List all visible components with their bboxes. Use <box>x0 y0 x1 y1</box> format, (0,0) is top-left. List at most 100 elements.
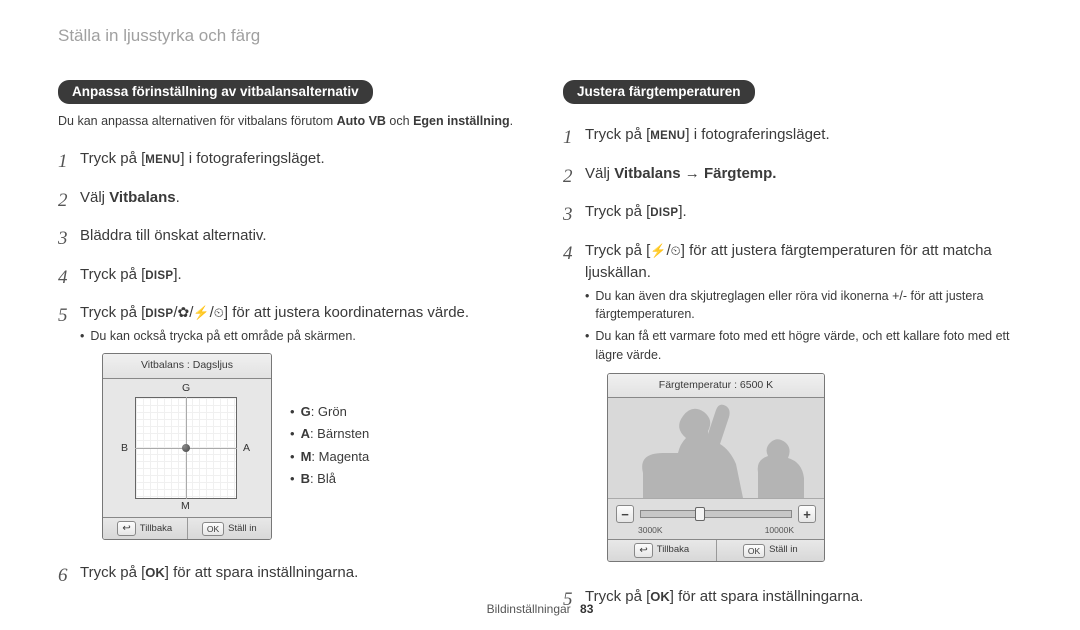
arrow: → <box>681 165 704 182</box>
t: M <box>301 449 312 464</box>
step-body: Tryck på [DISP]. <box>585 201 1020 224</box>
step-body: Tryck på [MENU] i fotograferingsläget. <box>80 148 515 171</box>
step-num: 1 <box>58 148 80 177</box>
t: Tryck på [ <box>585 203 650 220</box>
t: ] för att justera koordinaternas värde. <box>224 304 469 321</box>
t: Tryck på [ <box>585 126 650 143</box>
t: A <box>301 426 310 441</box>
minus-button[interactable]: − <box>616 505 634 523</box>
t: . <box>176 189 180 206</box>
t: Du kan också trycka på ett område på skä… <box>90 327 355 346</box>
left-steps: 1 Tryck på [MENU] i fotograferingsläget.… <box>58 148 515 591</box>
ok-icon: OK <box>202 522 224 536</box>
set-label: Ställ in <box>228 522 257 536</box>
right-heading: Justera färgtemperaturen <box>563 80 755 104</box>
temp-title: Färgtemperatur : 6500 K <box>608 374 824 399</box>
t: : Blå <box>310 471 336 486</box>
temp-track[interactable] <box>640 510 792 518</box>
wb-legend: G: Grön A: Bärnsten M: Magenta B: Blå <box>290 402 369 492</box>
t: G <box>301 404 311 419</box>
wb-title: Vitbalans : Dagsljus <box>103 354 271 379</box>
step-body: Tryck på [OK] för att spara inställninga… <box>80 562 515 585</box>
t: ]. <box>678 203 686 220</box>
step-num: 3 <box>563 201 585 230</box>
ok-icon: OK <box>145 565 165 580</box>
intro-mid: och <box>386 114 413 128</box>
step-num: 1 <box>563 124 585 153</box>
temp-bottombar: Tillbaka OKStäll in <box>608 539 824 561</box>
back-icon <box>117 521 135 536</box>
legend-item: G: Grön <box>290 402 369 422</box>
page-footer: Bildinställningar 83 <box>0 602 1080 616</box>
temperature-figure: Färgtemperatur : 6500 K − <box>607 373 825 563</box>
bold: Vitbalans <box>614 165 680 182</box>
flower-icon <box>178 304 190 321</box>
timer-icon <box>214 304 224 321</box>
t: ]. <box>173 266 181 283</box>
t: Du kan få ett varmare foto med ett högre… <box>595 327 1020 365</box>
t: Tryck på [ <box>80 304 145 321</box>
left-intro: Du kan anpassa alternativen för vitbalan… <box>58 112 515 130</box>
bold: Vitbalans <box>109 189 175 206</box>
disp-icon: DISP <box>145 308 173 320</box>
page-number: 83 <box>580 602 593 616</box>
sub-bullet: Du kan också trycka på ett område på skä… <box>80 327 515 346</box>
wb-label-m: M <box>181 499 190 515</box>
step-num: 4 <box>58 264 80 293</box>
range-lo: 3000K <box>638 524 663 537</box>
legend-item: A: Bärnsten <box>290 424 369 444</box>
wb-label-g: G <box>182 381 190 397</box>
set-label: Ställ in <box>769 543 798 557</box>
step-body: Tryck på [/] för att justera färgtempera… <box>585 240 1020 577</box>
step-num: 6 <box>58 562 80 591</box>
temp-scene <box>608 398 824 498</box>
wb-label-a: A <box>243 441 250 457</box>
legend-item: M: Magenta <box>290 447 369 467</box>
step-num: 5 <box>58 302 80 331</box>
right-steps: 1 Tryck på [MENU] i fotograferingsläget.… <box>563 124 1020 615</box>
step-body: Bläddra till önskat alternativ. <box>80 225 515 248</box>
bolt-icon <box>193 304 209 321</box>
wb-label-b: B <box>121 441 128 457</box>
temp-thumb[interactable] <box>695 507 705 521</box>
t: Välj <box>80 189 109 206</box>
disp-icon: DISP <box>650 207 678 219</box>
step-num: 3 <box>58 225 80 254</box>
intro-text-a: Du kan anpassa alternativen för vitbalan… <box>58 114 337 128</box>
whitebalance-figure: Vitbalans : Dagsljus G B A M Tillbaka <box>102 353 272 540</box>
sub-bullet: Du kan även dra skjutreglagen eller röra… <box>585 287 1020 325</box>
t: Tryck på [ <box>80 266 145 283</box>
wb-axis: G B A M <box>103 379 271 517</box>
page-section-title: Ställa in ljusstyrka och färg <box>58 26 1020 46</box>
bolt-icon <box>650 242 666 259</box>
right-column: Justera färgtemperaturen 1 Tryck på [MEN… <box>563 80 1020 625</box>
timer-icon <box>671 242 681 259</box>
t: Tryck på [ <box>80 150 145 167</box>
step-body: Välj Vitbalans. <box>80 187 515 210</box>
step-body: Välj Vitbalans → Färgtemp. <box>585 163 1020 186</box>
menu-icon: MENU <box>145 154 180 166</box>
intro-bold-2: Egen inställning <box>413 114 510 128</box>
temp-sliderbar: − + 3000K 10000K <box>608 498 824 539</box>
sep: / <box>173 304 177 321</box>
legend-item: B: Blå <box>290 469 369 489</box>
range-hi: 10000K <box>765 524 794 537</box>
step-num: 4 <box>563 240 585 269</box>
menu-icon: MENU <box>650 130 685 142</box>
t: B <box>301 471 310 486</box>
t: ] i fotograferingsläget. <box>180 150 324 167</box>
step-body: Tryck på [MENU] i fotograferingsläget. <box>585 124 1020 147</box>
disp-icon: DISP <box>145 270 173 282</box>
step-body: Tryck på [DISP///] för att justera koord… <box>80 302 515 552</box>
plus-button[interactable]: + <box>798 505 816 523</box>
t: : Grön <box>311 404 347 419</box>
t: Tryck på [ <box>80 564 145 581</box>
intro-bold-1: Auto VB <box>337 114 386 128</box>
t: Tryck på [ <box>585 242 650 259</box>
step-num: 2 <box>58 187 80 216</box>
left-column: Anpassa förinställning av vitbalansalter… <box>58 80 515 625</box>
t: ] i fotograferingsläget. <box>685 126 829 143</box>
back-label: Tillbaka <box>140 522 172 536</box>
t: Välj <box>585 165 614 182</box>
left-heading: Anpassa förinställning av vitbalansalter… <box>58 80 373 104</box>
